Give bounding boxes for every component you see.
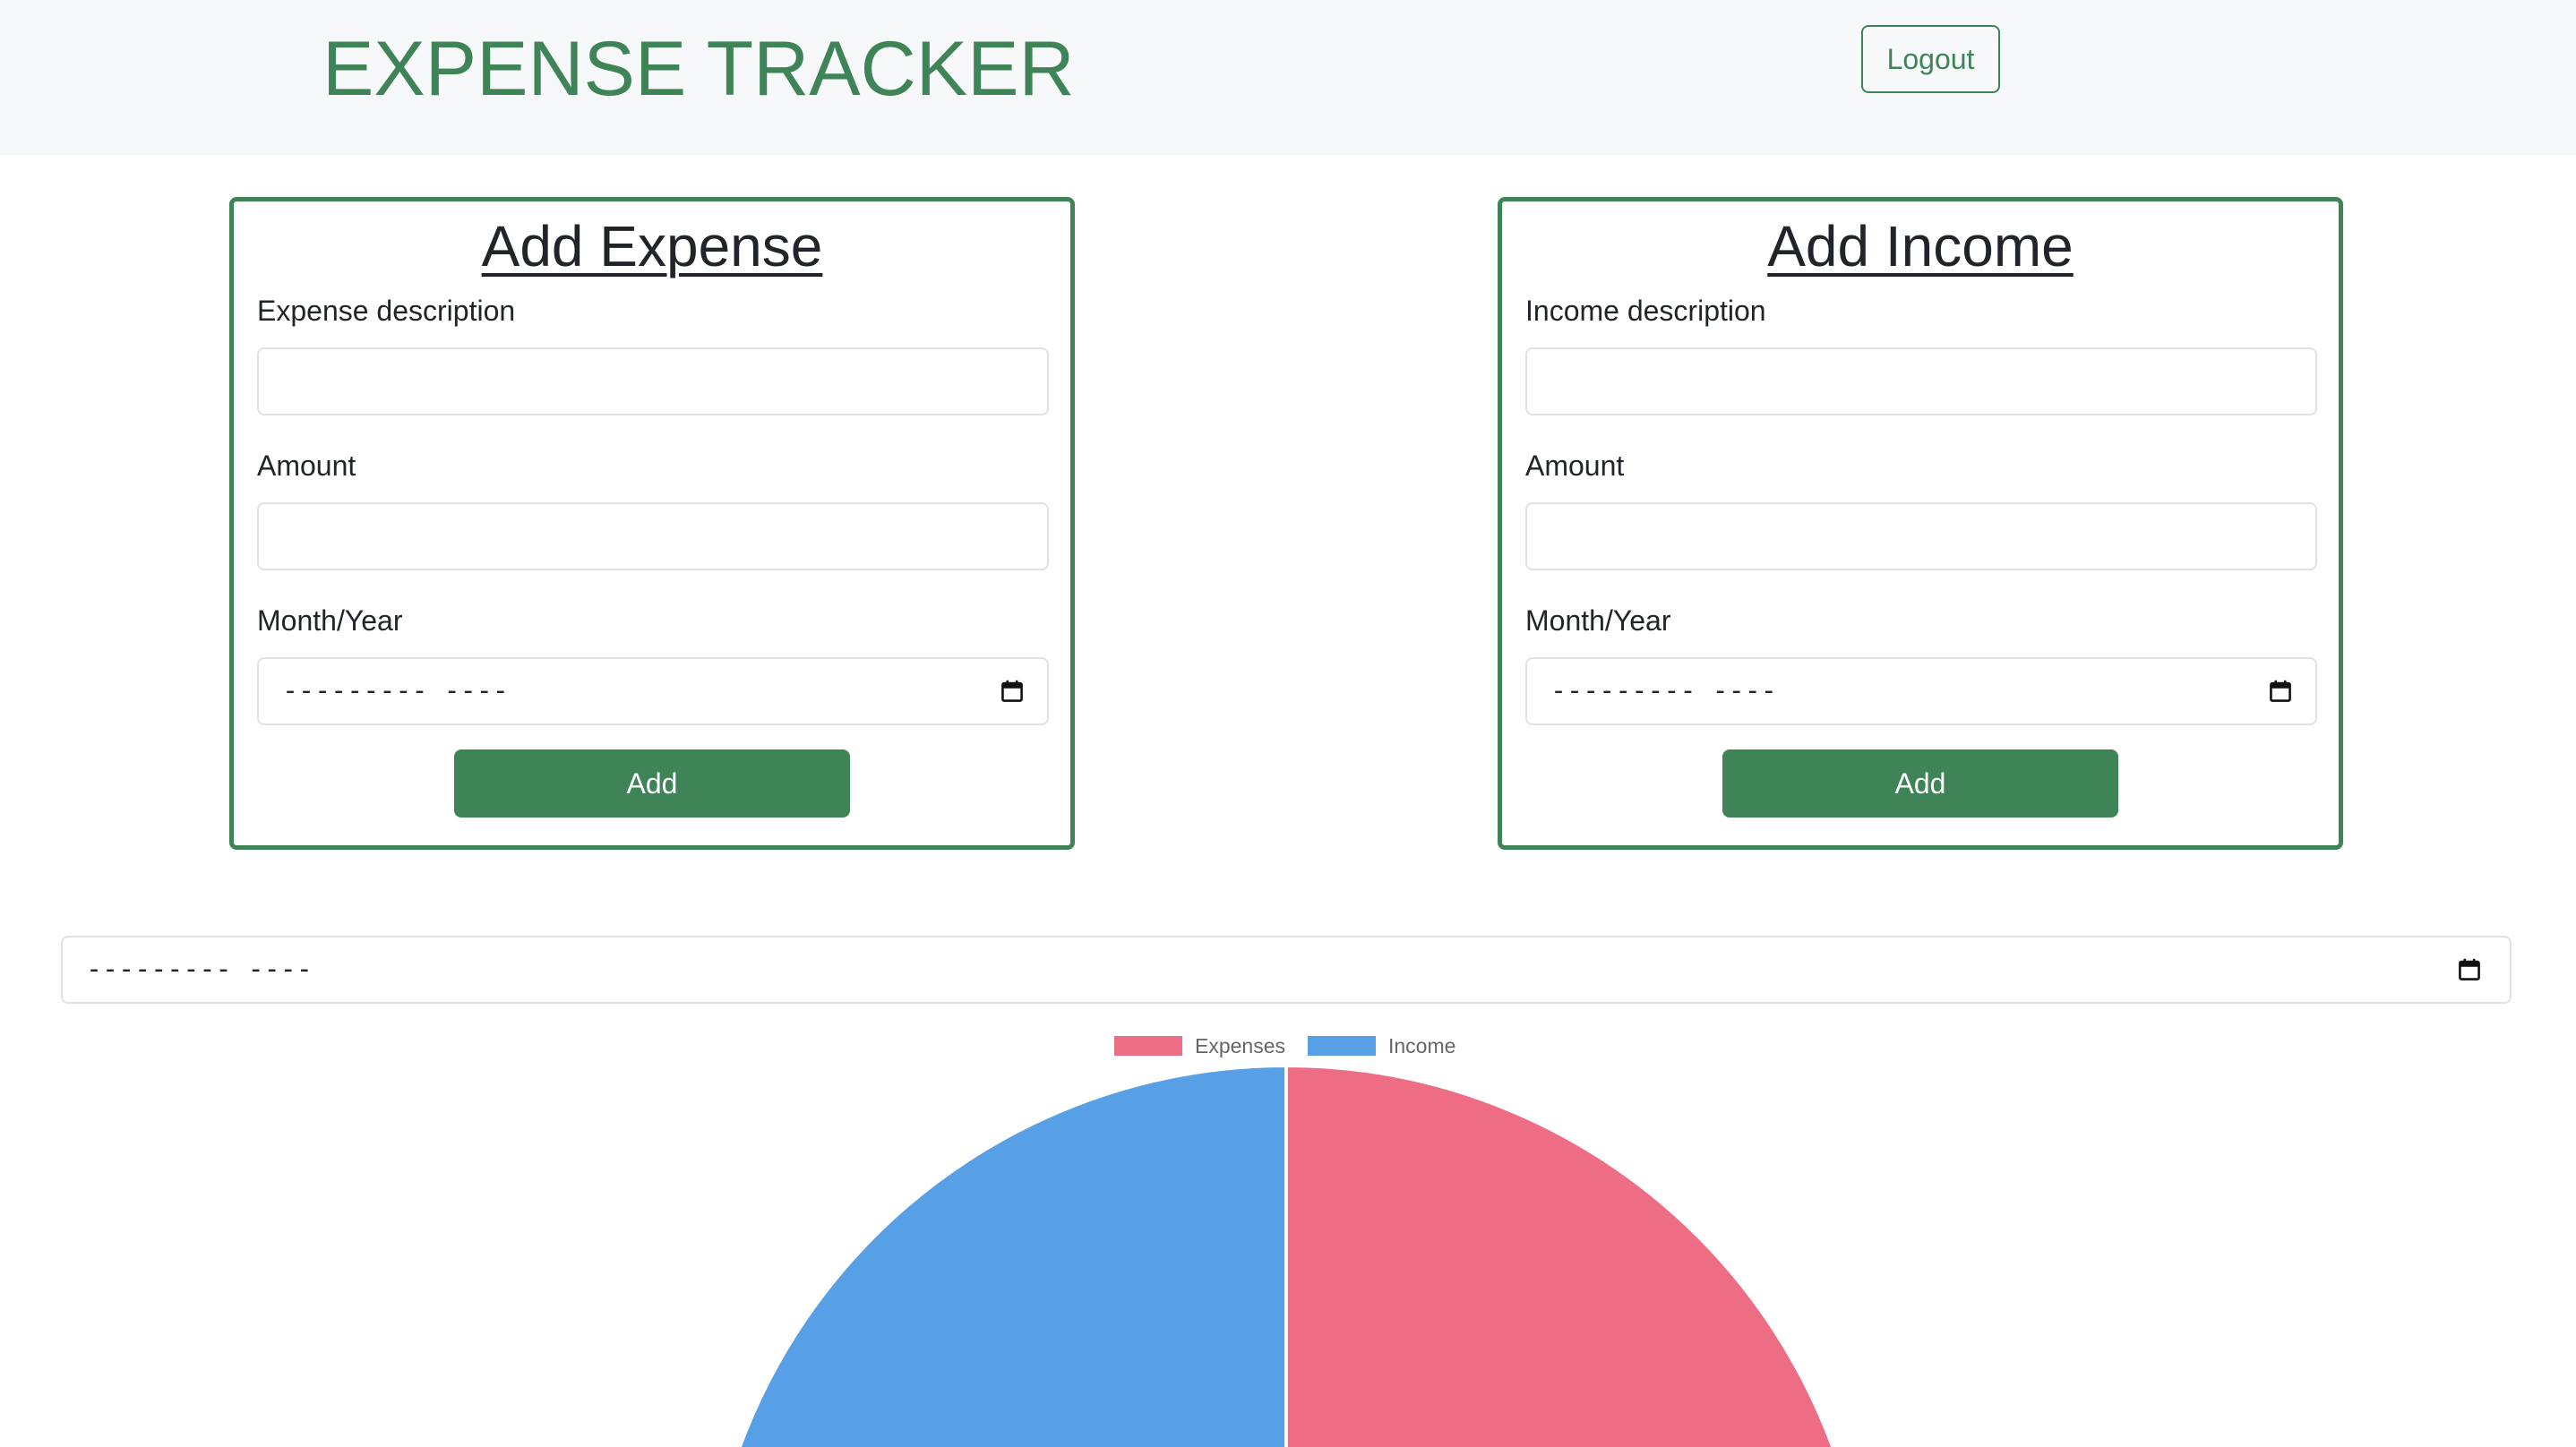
logout-button[interactable]: Logout [1861, 25, 2000, 93]
calendar-icon[interactable] [1000, 680, 1024, 703]
income-month-year-label: Month/Year [1525, 604, 1671, 637]
top-navbar: EXPENSE TRACKER Logout [0, 0, 2576, 155]
expense-income-pie-chart [704, 1066, 1868, 1447]
pie-slice-income[interactable] [704, 1066, 1288, 1447]
calendar-icon[interactable] [2269, 680, 2292, 703]
income-month-year-value: --------- ---- [1550, 675, 1777, 706]
chart-month-filter-input[interactable]: --------- ---- [61, 936, 2512, 1004]
expense-amount-input[interactable] [257, 502, 1049, 570]
add-income-card: Add Income Income description Amount Mon… [1498, 197, 2343, 850]
expense-month-year-input[interactable]: --------- ---- [257, 657, 1049, 725]
income-month-year-input[interactable]: --------- ---- [1525, 657, 2317, 725]
income-description-input[interactable] [1525, 347, 2317, 415]
add-income-button[interactable]: Add [1722, 749, 2118, 818]
add-expense-card: Add Expense Expense description Amount M… [229, 197, 1075, 850]
income-amount-label: Amount [1525, 450, 1625, 482]
expense-description-input[interactable] [257, 347, 1049, 415]
app-title: EXPENSE TRACKER [322, 26, 1075, 112]
chart-month-filter-value: --------- ---- [86, 954, 313, 985]
add-expense-button[interactable]: Add [454, 749, 850, 818]
calendar-icon[interactable] [2458, 958, 2481, 981]
expense-description-label: Expense description [257, 295, 516, 327]
legend-label-income[interactable]: Income [1388, 1034, 1456, 1057]
expense-amount-label: Amount [257, 450, 356, 482]
chart-legend: Expenses Income [0, 1032, 2576, 1064]
legend-swatch-expenses[interactable] [1114, 1036, 1182, 1056]
pie-slice-expenses[interactable] [1284, 1066, 1868, 1447]
expense-month-year-label: Month/Year [257, 604, 403, 637]
add-income-title: Add Income [1767, 214, 2074, 278]
income-amount-input[interactable] [1525, 502, 2317, 570]
income-description-label: Income description [1525, 295, 1766, 327]
legend-label-expenses[interactable]: Expenses [1195, 1034, 1286, 1057]
legend-swatch-income[interactable] [1308, 1036, 1376, 1056]
expense-month-year-value: --------- ---- [282, 675, 509, 706]
add-expense-title: Add Expense [481, 214, 823, 278]
